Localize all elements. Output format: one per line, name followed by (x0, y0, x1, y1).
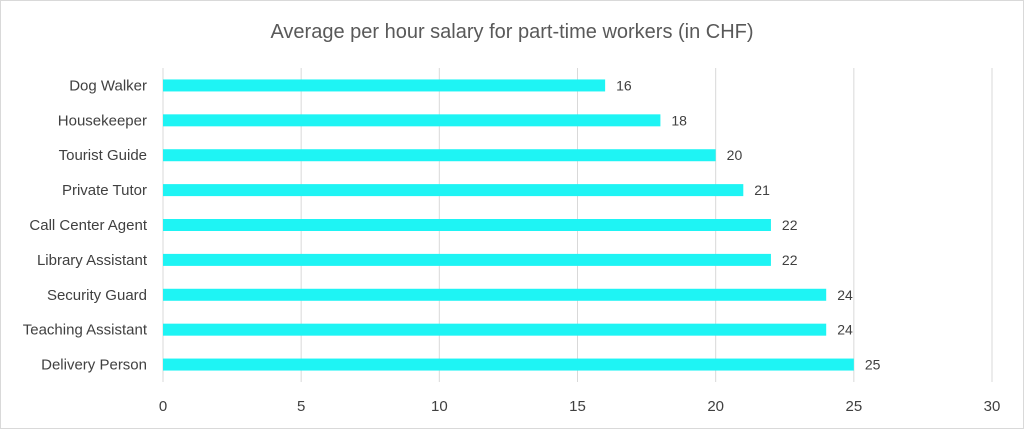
category-label: Private Tutor (62, 182, 147, 199)
bars (163, 79, 854, 371)
category-label: Security Guard (47, 287, 147, 304)
data-labels: 16 18 20 21 22 22 24 24 25 (616, 77, 880, 372)
category-label: Tourist Guide (59, 147, 147, 164)
category-label: Dog Walker (69, 77, 147, 94)
x-tick-label: 30 (984, 398, 1001, 415)
bar (163, 149, 716, 162)
bar (163, 114, 661, 127)
x-tick-label: 20 (707, 398, 724, 415)
category-labels: Dog Walker Housekeeper Tourist Guide Privat… (23, 77, 148, 373)
bar (163, 219, 771, 231)
x-tick-label: 5 (297, 398, 305, 415)
data-label: 22 (782, 217, 798, 233)
data-label: 24 (837, 322, 853, 338)
bar (163, 288, 827, 301)
bar (163, 184, 744, 197)
category-label: Housekeeper (58, 112, 147, 129)
bar (163, 253, 771, 266)
chart-title: Average per hour salary for part-time wo… (270, 21, 753, 43)
data-label: 18 (671, 112, 687, 128)
x-tick-label: 10 (431, 398, 448, 415)
data-label: 20 (727, 147, 743, 163)
data-label: 22 (782, 252, 798, 268)
bar (163, 79, 606, 92)
x-tick-label: 15 (569, 398, 586, 415)
category-label: Teaching Assistant (23, 322, 148, 339)
data-label: 24 (837, 287, 853, 303)
x-axis-tick-labels: 0 5 10 15 20 25 30 (159, 398, 1001, 415)
category-label: Call Center Agent (29, 217, 147, 234)
category-label: Library Assistant (37, 252, 148, 269)
bar (163, 323, 827, 336)
data-label: 25 (865, 357, 881, 373)
bar (163, 358, 854, 371)
data-label: 16 (616, 77, 632, 93)
data-label: 21 (754, 182, 770, 198)
category-label: Delivery Person (41, 357, 147, 374)
x-tick-label: 0 (159, 398, 167, 415)
x-tick-label: 25 (845, 398, 862, 415)
